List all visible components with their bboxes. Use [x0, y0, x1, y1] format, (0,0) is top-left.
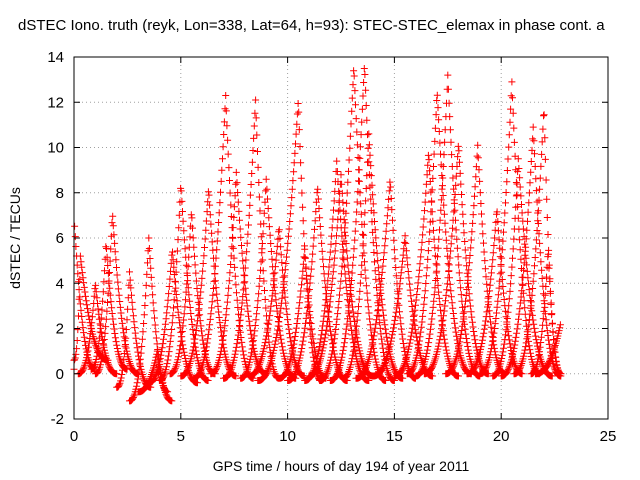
y-tick-label: 6: [56, 230, 64, 247]
x-tick-label: 15: [386, 428, 403, 445]
y-tick-label: 4: [56, 275, 64, 292]
x-tick-label: 5: [177, 428, 185, 445]
y-tick-label: 8: [56, 185, 64, 202]
x-tick-label: 20: [493, 428, 510, 445]
y-tick-label: 14: [47, 49, 64, 66]
x-tick-label: 10: [279, 428, 296, 445]
data-markers: [70, 65, 565, 405]
x-axis-title: GPS time / hours of day 194 of year 2011: [213, 458, 470, 474]
chart-title: dSTEC Iono. truth (reyk, Lon=338, Lat=64…: [18, 17, 605, 34]
axis-ticks: 0 5 10 15 20 25 -2 0 2 4 6 8 10 12 14: [47, 49, 616, 445]
y-tick-label: 12: [47, 94, 64, 111]
y-tick-label: 0: [56, 366, 64, 383]
data-point-markers: [70, 65, 565, 405]
y-tick-label: 10: [47, 140, 64, 157]
y-tick-label: -2: [51, 411, 64, 428]
y-tick-label: 2: [56, 321, 64, 338]
x-tick-label: 25: [600, 428, 617, 445]
x-tick-label: 0: [70, 428, 78, 445]
y-axis-title: dSTEC / TECUs: [7, 187, 23, 289]
